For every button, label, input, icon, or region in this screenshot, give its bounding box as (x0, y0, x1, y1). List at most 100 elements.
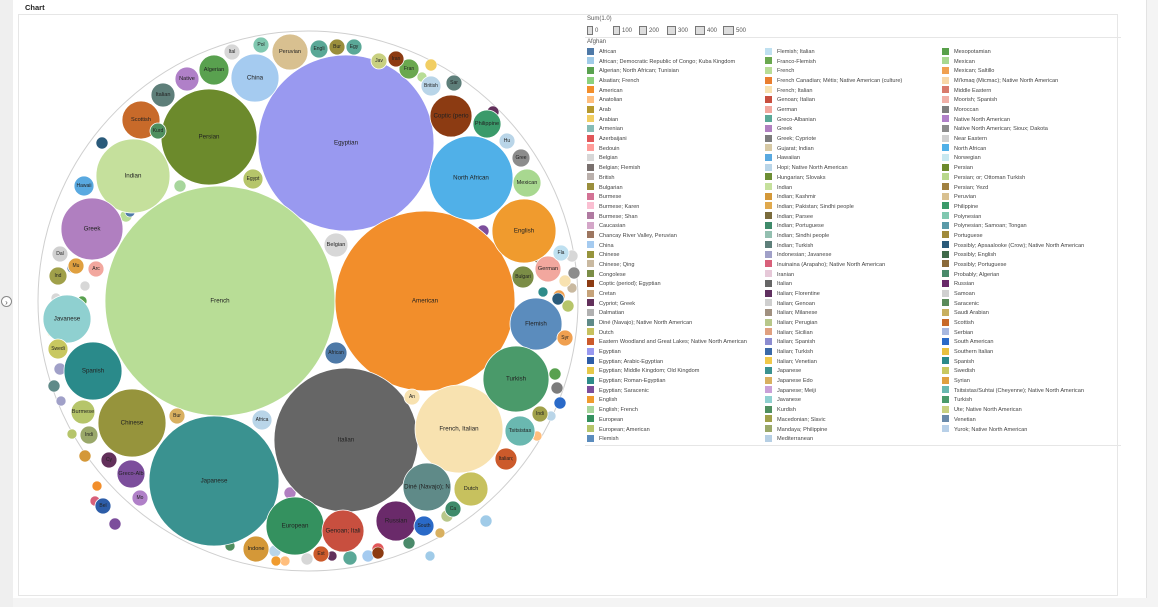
legend-item[interactable]: Mesopotamian (942, 47, 991, 57)
legend-item[interactable]: Hawaiian (765, 153, 800, 163)
bubble-mark[interactable] (79, 425, 99, 445)
legend-item[interactable]: Indian; Parsee (765, 212, 813, 222)
legend-item[interactable]: European; American (587, 425, 650, 435)
legend-item[interactable]: French Canadian; Métis; Native American … (765, 76, 902, 86)
legend-item[interactable]: Dutch (587, 328, 614, 338)
bubble-mark[interactable] (55, 395, 67, 407)
legend-item[interactable]: Italian; Sicilian (765, 328, 813, 338)
bubble-mark[interactable] (95, 138, 171, 214)
legend-item[interactable]: Samoan (942, 289, 975, 299)
legend-item[interactable]: Philippine (942, 202, 978, 212)
legend-item[interactable]: Italian; Milanese (765, 308, 817, 318)
legend-item[interactable]: Near Eastern (942, 134, 987, 144)
bubble-mark[interactable] (511, 265, 535, 289)
legend-item[interactable]: Italian; Genoan (765, 299, 815, 309)
legend-item[interactable]: Gujarat; Indian (765, 144, 814, 154)
bubble-mark[interactable] (149, 122, 167, 140)
legend-item[interactable]: Dalmatian (587, 308, 624, 318)
bubble-mark[interactable] (60, 197, 124, 261)
legend-item[interactable]: Persian; or; Ottoman Turkish (942, 173, 1025, 183)
legend-item[interactable]: Egyptian; Arabic-Egyptian (587, 357, 663, 367)
legend-item[interactable]: Anatolian (587, 95, 622, 105)
legend-item[interactable]: British (587, 173, 615, 183)
legend-item[interactable]: Egyptian; Roman-Egyptian (587, 376, 666, 386)
bubble-mark[interactable] (47, 338, 69, 360)
legend-item[interactable]: African (587, 47, 616, 57)
legend-item[interactable]: Cypriot; Greek (587, 299, 635, 309)
bubble-mark[interactable] (78, 449, 92, 463)
legend-item[interactable]: Portuguese (942, 231, 983, 241)
bubble-mark[interactable] (91, 480, 103, 492)
legend-item[interactable]: Chinese (587, 250, 620, 260)
bubble-mark[interactable] (328, 38, 346, 56)
bubble-mark[interactable] (42, 294, 92, 344)
legend-item[interactable]: Serbian (942, 328, 973, 338)
legend-item[interactable]: Belgian (587, 153, 618, 163)
bubble-mark[interactable] (548, 367, 562, 381)
bubble-mark[interactable] (323, 232, 349, 258)
bubble-mark[interactable] (48, 266, 68, 286)
legend-item[interactable]: Southern Italian (942, 347, 993, 357)
bubble-mark[interactable] (556, 329, 574, 347)
legend-item[interactable]: Arab (587, 105, 611, 115)
legend-item[interactable]: French (765, 66, 794, 76)
bubble-mark[interactable] (270, 555, 282, 567)
legend-item[interactable]: African; Democratic Republic of Congo; K… (587, 57, 735, 67)
legend-item[interactable]: Norwegian (942, 153, 981, 163)
bubble-mark[interactable] (116, 459, 146, 489)
legend-item[interactable]: Possibly; English (942, 250, 996, 260)
chevron-right-icon[interactable]: › (1, 296, 12, 307)
legend-item[interactable]: Spanish (942, 357, 974, 367)
legend-item[interactable]: Indian; Portuguese (765, 221, 824, 231)
bubble-mark[interactable] (504, 415, 536, 447)
legend-item[interactable]: Japanese (765, 366, 801, 376)
bubble-mark[interactable] (242, 168, 264, 190)
legend-item[interactable]: Chancay River Valley, Peruvian (587, 231, 677, 241)
bubble-mark[interactable] (370, 52, 388, 70)
bubble-mark[interactable] (567, 266, 581, 280)
legend-item[interactable]: Javanese (765, 395, 801, 405)
legend-item[interactable]: Japanese Edo (765, 376, 813, 386)
bubble-mark[interactable] (242, 535, 270, 563)
bubble-mark[interactable] (87, 260, 105, 278)
legend-item[interactable]: Probably; Algerian (942, 270, 999, 280)
legend-item[interactable]: Italian; Florentine (765, 289, 820, 299)
legend-item[interactable]: Diné (Navajo); Native North American (587, 318, 692, 328)
bubble-mark[interactable] (498, 132, 516, 150)
bubble-mark[interactable] (472, 109, 502, 139)
legend-item[interactable]: Mediterranean (765, 434, 813, 444)
bubble-mark[interactable] (429, 94, 473, 138)
bubble-mark[interactable] (230, 53, 280, 103)
bubble-mark[interactable] (403, 388, 421, 406)
legend-item[interactable]: Kurdish (765, 405, 796, 415)
legend-item[interactable]: Italian; Venetian (765, 357, 817, 367)
legend-item[interactable]: Tsitsistas/Suhtai (Cheyenne); Native Nor… (942, 386, 1084, 396)
legend-item[interactable]: Venetian (942, 415, 976, 425)
bubble-mark[interactable] (279, 555, 291, 567)
legend-item[interactable]: Italian; Spanish (765, 337, 815, 347)
legend-item[interactable]: Egyptian (587, 347, 621, 357)
legend-item[interactable]: Egyptian; Saracenic (587, 386, 649, 396)
legend-item[interactable]: Genoan; Italian (765, 95, 815, 105)
bubble-mark[interactable] (537, 286, 549, 298)
bubble-mark[interactable] (198, 54, 230, 86)
legend-item[interactable]: Yurok; Native North American (942, 425, 1027, 435)
bubble-mark[interactable] (551, 292, 565, 306)
bubble-mark[interactable] (531, 405, 549, 423)
legend-item[interactable]: Saracenic (942, 299, 979, 309)
legend-item[interactable]: Indian (765, 183, 792, 193)
legend-item[interactable]: Arabian (587, 115, 618, 125)
bubble-mark[interactable] (558, 274, 572, 288)
bubble-mark[interactable] (491, 198, 557, 264)
legend-item[interactable]: Iranian (765, 270, 794, 280)
legend-item[interactable]: Franco-Flemish (765, 57, 816, 67)
legend-item[interactable]: North African (942, 144, 986, 154)
legend-item[interactable]: American (587, 86, 623, 96)
legend-item[interactable]: Burmese; Shan (587, 212, 638, 222)
bubble-mark[interactable] (300, 552, 314, 566)
bubble-mark[interactable] (95, 136, 109, 150)
bubble-mark[interactable] (512, 168, 542, 198)
legend-item[interactable]: Scottish (942, 318, 974, 328)
bubble-mark[interactable] (345, 38, 363, 56)
bubble-mark[interactable] (51, 245, 69, 263)
